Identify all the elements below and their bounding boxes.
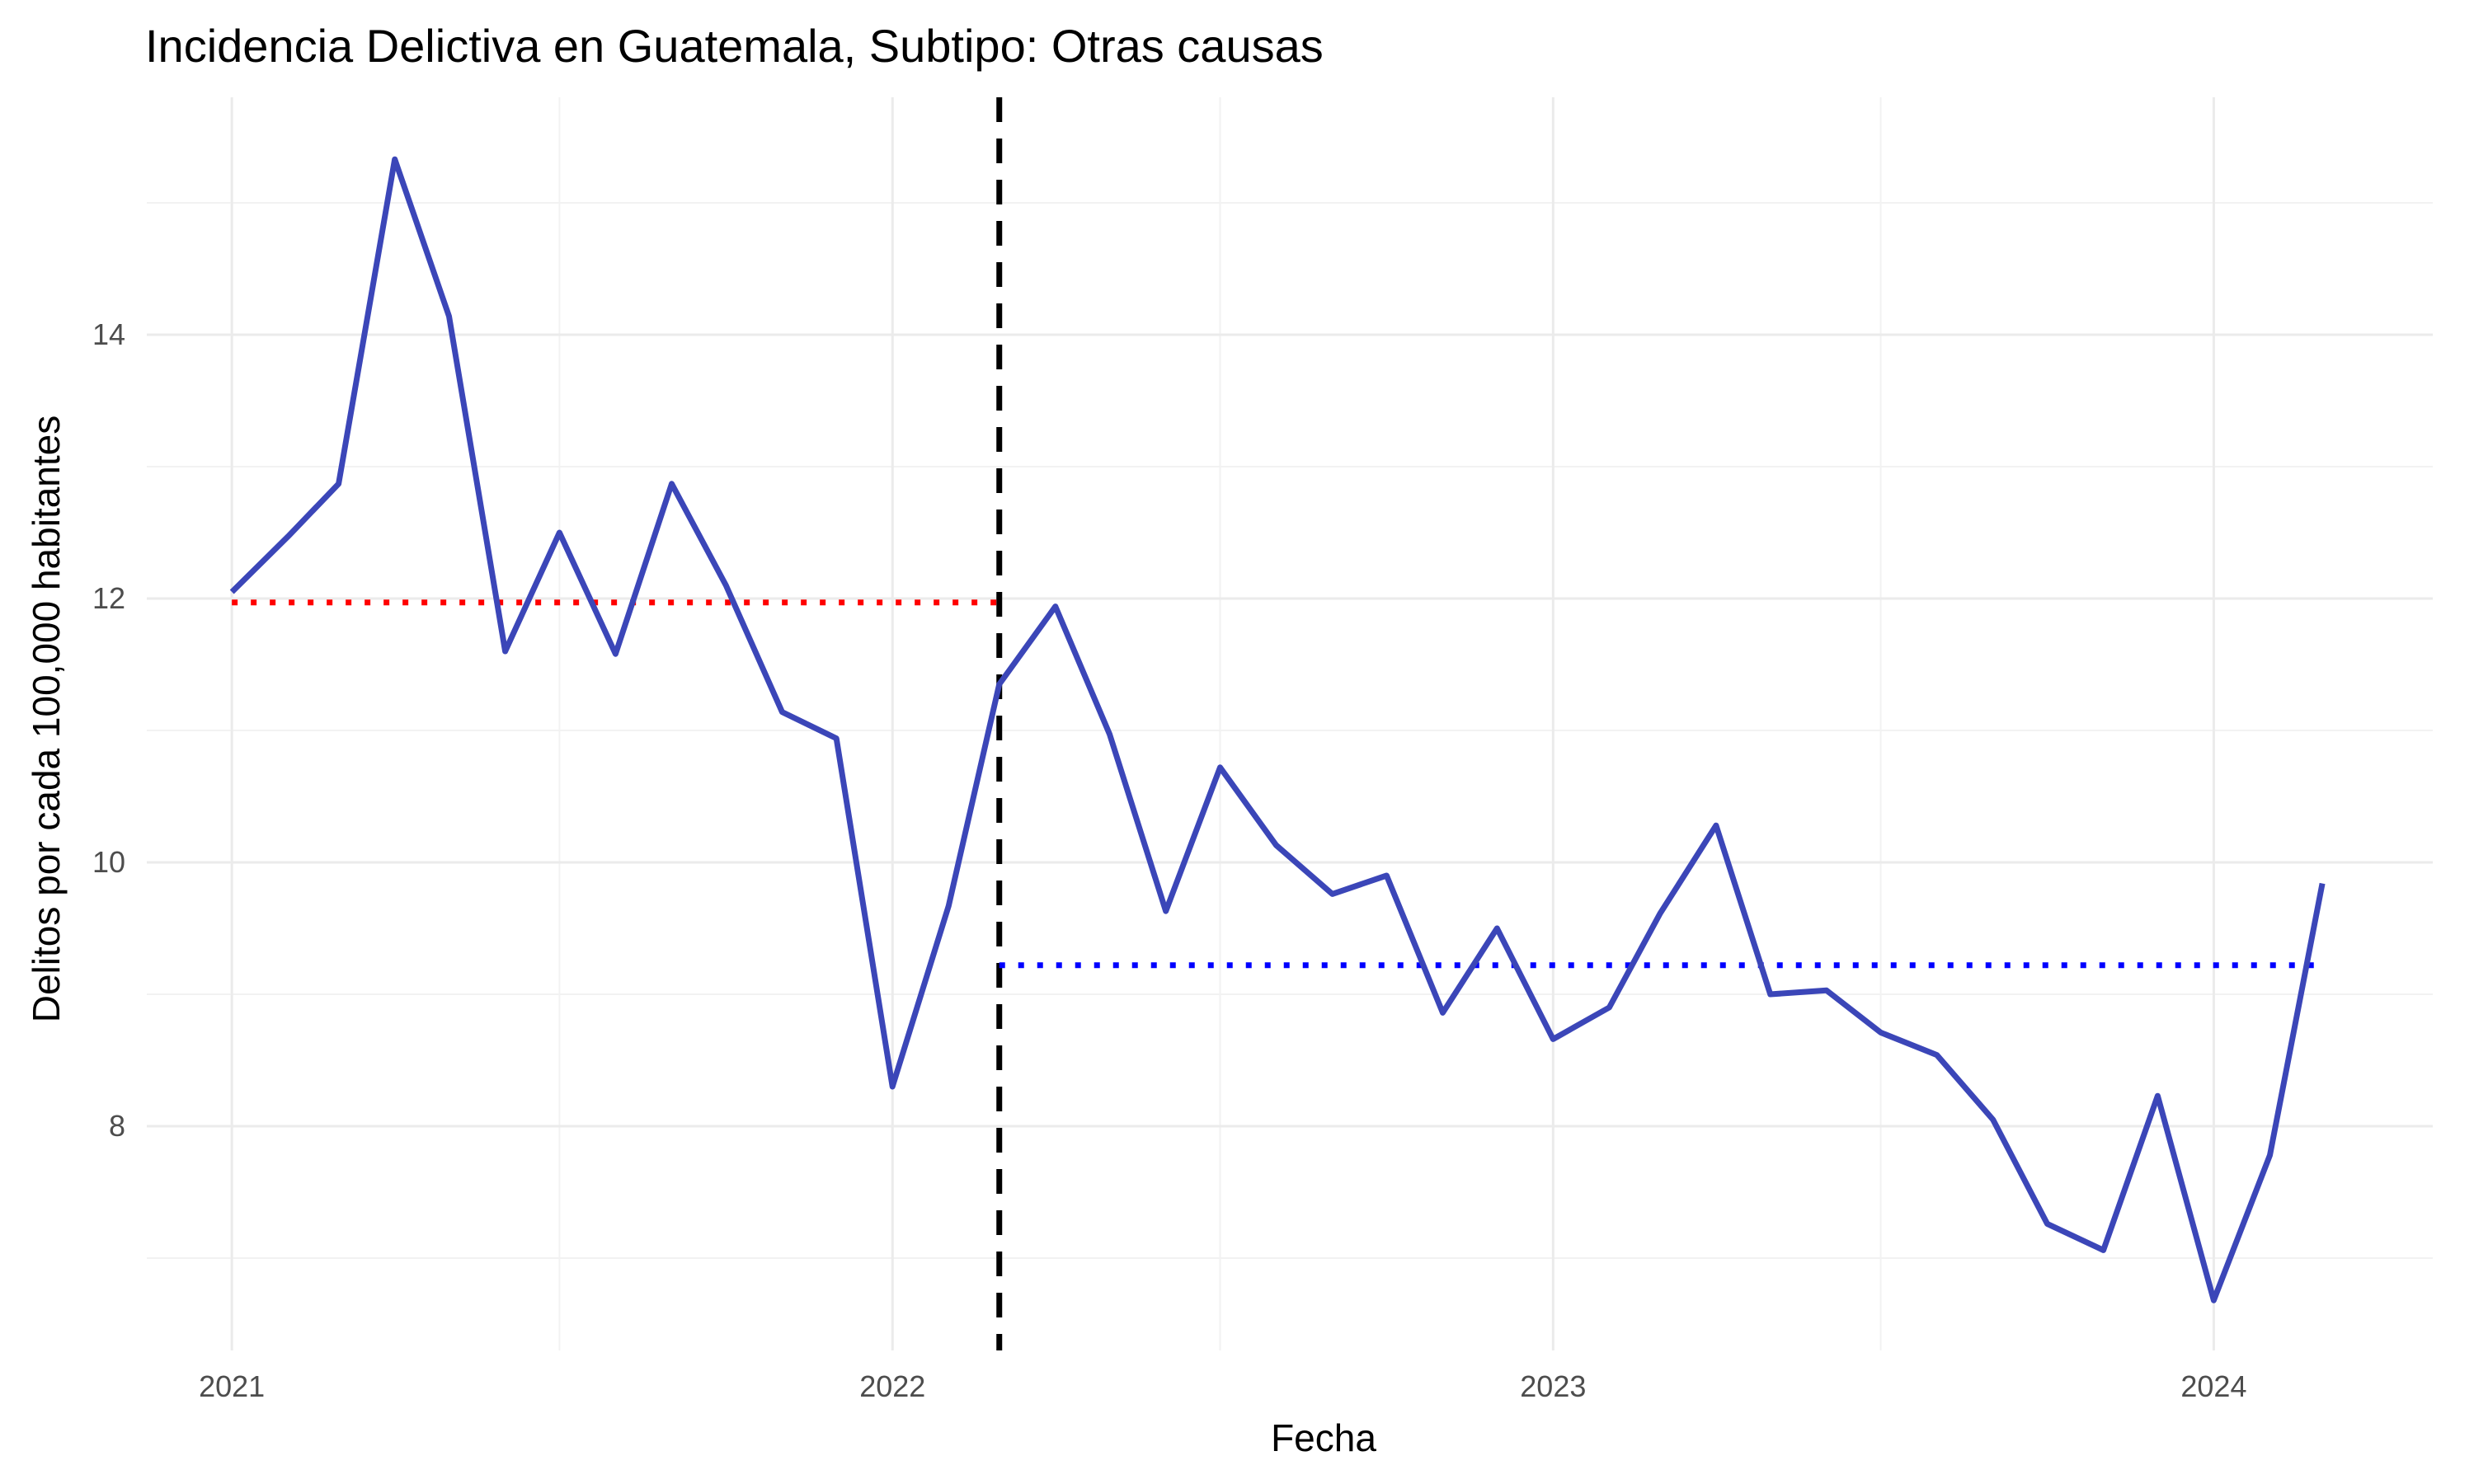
x-tick-label: 2022 [859, 1369, 925, 1403]
y-tick-labels: 8 10 12 14 [92, 317, 125, 1143]
x-tick-label: 2023 [1520, 1369, 1586, 1403]
y-tick-label: 8 [109, 1109, 125, 1143]
grid-major [147, 97, 2433, 1350]
series-layer [229, 156, 2326, 1303]
series-line [229, 156, 2326, 1303]
y-tick-label: 14 [92, 317, 125, 351]
y-axis-title: Delitos por cada 100,000 habitantes [25, 416, 68, 1023]
y-tick-label: 10 [92, 845, 125, 879]
x-tick-label: 2021 [199, 1369, 265, 1403]
x-tick-label: 2024 [2180, 1369, 2246, 1403]
reference-lines [232, 97, 2323, 1350]
x-axis-title: Fecha [1271, 1416, 1376, 1459]
x-tick-labels: 2021 2022 2023 2024 [199, 1369, 2246, 1403]
chart-title: Incidencia Delictiva en Guatemala, Subti… [145, 20, 1324, 72]
y-tick-label: 12 [92, 581, 125, 615]
grid-minor [147, 97, 2433, 1350]
